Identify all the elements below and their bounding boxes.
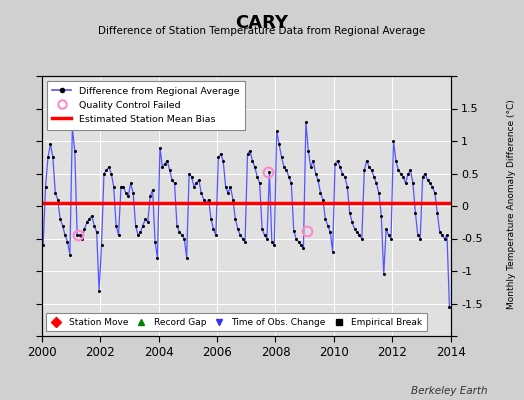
- Text: Berkeley Earth: Berkeley Earth: [411, 386, 487, 396]
- Text: Monthly Temperature Anomaly Difference (°C): Monthly Temperature Anomaly Difference (…: [507, 99, 516, 309]
- Text: Difference of Station Temperature Data from Regional Average: Difference of Station Temperature Data f…: [99, 26, 425, 36]
- Text: CARY: CARY: [235, 14, 289, 32]
- Legend: Station Move, Record Gap, Time of Obs. Change, Empirical Break: Station Move, Record Gap, Time of Obs. C…: [47, 314, 427, 332]
